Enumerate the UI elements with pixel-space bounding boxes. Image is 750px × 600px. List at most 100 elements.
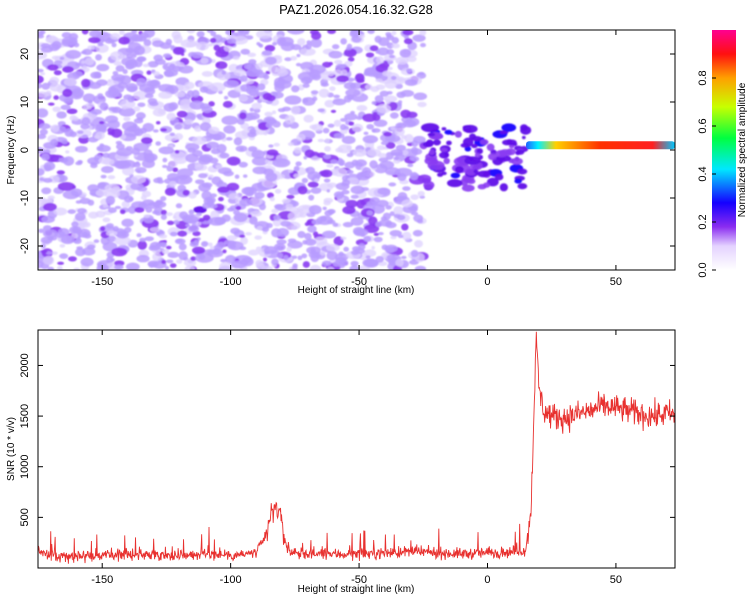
spectrogram-cell — [521, 135, 526, 140]
spectrogram-cell — [261, 50, 273, 56]
spectrogram-cell — [338, 262, 346, 269]
spectrogram-cell — [149, 79, 161, 89]
spectrogram-cell — [438, 151, 450, 159]
spectrogram-cell — [308, 205, 322, 215]
spectrogram-cell — [338, 159, 346, 166]
spectrogram-cell — [479, 139, 489, 146]
spectrogram-cell — [102, 152, 110, 159]
spectrogram-cell — [355, 73, 365, 82]
spectrogram-cell — [239, 198, 253, 207]
spectrogram-cell — [271, 258, 279, 266]
spectrogram-cell — [38, 34, 45, 39]
spectrogram-cell — [371, 245, 375, 250]
spectrogram-cell — [324, 99, 335, 108]
spectrogram-cell — [152, 71, 160, 77]
spectrogram-cell — [402, 30, 414, 36]
spectrogram-cell — [95, 72, 102, 79]
spectrogram-cell — [367, 30, 375, 34]
spectrogram-cell — [324, 138, 330, 144]
spectrogram-cell — [228, 192, 239, 200]
spectrogram-cell — [152, 108, 167, 117]
spectrogram-cell — [222, 100, 233, 108]
spectrogram-cell — [169, 63, 176, 68]
spectrogram-cell — [332, 222, 339, 227]
spectrogram-cell — [384, 80, 398, 89]
spectrogram-cell — [409, 155, 415, 161]
spectrogram-cell — [155, 121, 161, 125]
spectrogram-cell — [304, 149, 315, 158]
spectrogram-cell — [140, 195, 147, 201]
spectrogram-cell — [57, 265, 63, 270]
spectrogram-cell — [80, 257, 94, 267]
spectrogram-x-axis-label: Height of straight line (km) — [298, 285, 415, 296]
spectrogram-cell — [348, 121, 355, 126]
spectrogram-cell — [39, 177, 45, 182]
spectrogram-cell — [327, 123, 335, 128]
spectrogram-cell — [520, 125, 532, 135]
spectrogram-cell — [363, 131, 369, 135]
spectrogram-cell — [198, 173, 208, 179]
spectrogram-cell — [114, 205, 122, 210]
spectrogram-cell — [60, 104, 71, 111]
spectrogram-cell — [71, 116, 79, 122]
spectrogram-cell — [162, 53, 172, 58]
spectrogram-cell — [209, 157, 219, 164]
spectrogram-cell — [271, 110, 277, 115]
spectrogram-cell — [345, 169, 354, 175]
spectrogram-cell — [384, 246, 395, 254]
spectrogram-cell — [488, 153, 498, 161]
spectrogram-cell — [110, 51, 124, 61]
spectrogram-cell — [160, 241, 167, 248]
spectrogram-cell — [174, 150, 180, 154]
spectrogram-cell — [393, 156, 400, 161]
spectrogram-cell — [339, 63, 348, 68]
spectrogram-cell — [125, 82, 138, 93]
spectrogram-cell — [342, 221, 354, 228]
spectrogram-cell — [272, 120, 281, 128]
spectrogram-cell — [258, 203, 266, 211]
spectrogram-cell — [162, 157, 168, 163]
spectrogram-cell — [42, 198, 47, 203]
spectrogram-cell — [385, 221, 397, 229]
spectrogram-x-tick-label: 50 — [610, 276, 622, 288]
spectrogram-cell — [344, 113, 358, 121]
spectrogram-cell — [251, 102, 263, 110]
spectrogram-cell — [323, 197, 334, 203]
spectrogram-cell — [218, 196, 224, 202]
spectrogram-cell — [231, 260, 247, 269]
spectrogram-cell — [59, 157, 68, 163]
spectrogram-cell — [38, 51, 48, 60]
spectrogram-cell — [362, 113, 377, 123]
spectrogram-cell — [160, 209, 167, 216]
spectrogram-cell — [418, 71, 425, 76]
spectrogram-cell — [322, 206, 327, 211]
spectrogram-cell — [82, 247, 96, 256]
spectrogram-cell — [266, 149, 279, 156]
spectrogram-cell — [43, 164, 52, 172]
spectrogram-cell — [395, 258, 404, 267]
spectrogram-cell — [74, 212, 86, 222]
spectrogram-cell — [335, 193, 344, 199]
spectrogram-x-ticks: -150 -100 -50 0 50 — [91, 30, 622, 288]
spectrogram-cell — [38, 168, 45, 176]
spectrogram-cell — [160, 214, 167, 220]
spectrogram-cell — [350, 185, 365, 195]
spectrogram-cell — [56, 170, 65, 175]
spectrogram-cell — [393, 213, 401, 219]
spectrogram-cell — [50, 138, 58, 147]
spectrogram-cell — [188, 191, 197, 199]
spectrogram-cell — [385, 141, 396, 149]
spectrogram-cell — [107, 207, 117, 214]
spectrogram-cell — [238, 161, 248, 168]
spectrogram-cell — [251, 156, 269, 166]
spectrogram-cell — [96, 124, 107, 131]
spectrogram-cell — [158, 234, 168, 239]
spectrogram-x-tick-label: -150 — [91, 276, 113, 288]
spectrogram-cell — [376, 145, 386, 151]
spectrogram-cell — [278, 36, 294, 47]
spectrogram-cell — [51, 251, 58, 255]
spectrogram-cell — [252, 166, 268, 175]
colorbar-tick-label: 0.0 — [697, 262, 709, 277]
spectrogram-cell — [130, 182, 144, 191]
snr-series-line — [38, 331, 675, 564]
